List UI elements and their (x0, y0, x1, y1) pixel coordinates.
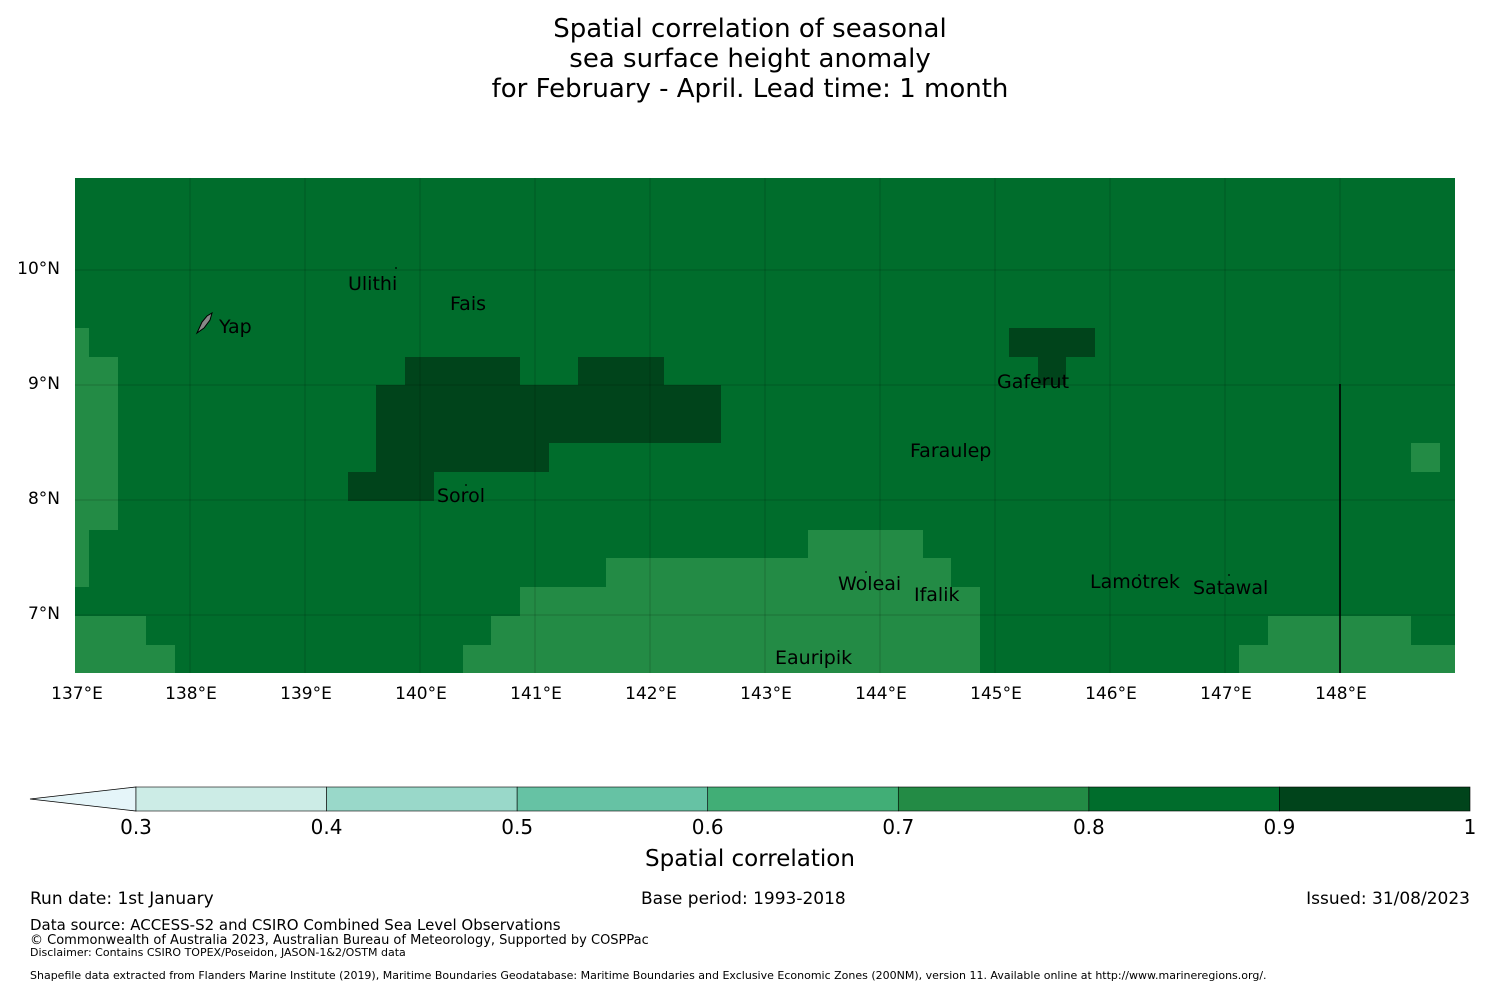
southwest-patch (75, 616, 175, 673)
lon-label-146e: 146°E (1085, 684, 1137, 704)
colorbar-segment (707, 786, 899, 812)
shapefile-credit: Shapefile data extracted from Flanders M… (30, 969, 1267, 982)
correlation-map (75, 178, 1455, 673)
issued-date: Issued: 31/08/2023 (1306, 889, 1470, 909)
lon-label-147e: 147°E (1200, 684, 1252, 704)
lon-label-142e: 142°E (625, 684, 677, 704)
place-satawal: Satawal (1193, 577, 1269, 599)
place-sorol: Sorol (437, 485, 485, 507)
colorbar-tick-label: 1 (1463, 815, 1477, 839)
map-gridlines (75, 178, 1455, 673)
dark-gaferut-patch (1009, 328, 1095, 385)
colorbar-extend-arrow (29, 786, 137, 812)
satawal-dot (1228, 574, 1230, 576)
place-ifalik: Ifalik (914, 584, 960, 606)
place-ulithi: Ulithi (348, 273, 398, 295)
colorbar-tick-label: 0.6 (691, 815, 724, 839)
place-lamotrek: Lamotrek (1090, 571, 1180, 593)
colorbar-bar (29, 786, 1471, 812)
woleai-dot (865, 571, 867, 573)
base-period: Base period: 1993-2018 (641, 889, 846, 909)
south-central-patch (463, 530, 980, 673)
lat-label-9n: 9°N (27, 374, 60, 394)
yap-island-shape (195, 311, 213, 335)
disclaimer: Disclaimer: Contains CSIRO TOPEX/Poseido… (30, 946, 406, 959)
colorbar-tick-label: 0.5 (501, 815, 534, 839)
colorbar-tick-label: 0.7 (882, 815, 915, 839)
colorbar-tick-label: 0.8 (1072, 815, 1105, 839)
dark-central-patch (348, 357, 721, 501)
correlation-cells (75, 328, 1455, 673)
southeast-patch (1239, 616, 1455, 673)
lat-label-8n: 8°N (27, 489, 60, 509)
island-markers (195, 267, 1230, 576)
title-line-2: sea surface height anomaly (569, 44, 931, 74)
lon-label-144e: 144°E (855, 684, 907, 704)
east-small-patch (1411, 443, 1440, 472)
sorol-dot (465, 484, 467, 486)
colorbar-tick-label: 0.3 (120, 815, 152, 839)
copyright-notice: © Commonwealth of Australia 2023, Austra… (30, 933, 649, 948)
lon-label-139e: 139°E (280, 684, 332, 704)
colorbar-segment (1088, 786, 1280, 812)
ulithi-dot (395, 267, 397, 269)
place-woleai: Woleai (838, 573, 902, 595)
colorbar-segment (326, 786, 518, 812)
lon-label-148e: 148°E (1315, 684, 1367, 704)
colorbar-title: Spatial correlation (645, 846, 855, 872)
lat-label-10n: 10°N (17, 259, 60, 279)
place-yap: Yap (219, 316, 252, 338)
place-eauripik: Eauripik (775, 647, 853, 669)
lamotrek-dot (1138, 574, 1140, 576)
lon-label-137e: 137°E (51, 684, 103, 704)
place-faraulep: Faraulep (910, 440, 992, 462)
colorbar-tick-label: 0.4 (310, 815, 343, 839)
data-source: Data source: ACCESS-S2 and CSIRO Combine… (30, 916, 561, 934)
title-line-1: Spatial correlation of seasonal (553, 14, 947, 44)
colorbar-segment (897, 786, 1090, 812)
title-line-3: for February - April. Lead time: 1 month (491, 74, 1009, 104)
colorbar-segment (1279, 786, 1471, 812)
lon-label-138e: 138°E (165, 684, 217, 704)
colorbar-tick-label: 0.9 (1263, 815, 1296, 839)
lon-label-145e: 145°E (970, 684, 1022, 704)
place-gaferut: Gaferut (997, 371, 1070, 393)
run-date: Run date: 1st January (30, 889, 214, 909)
place-fais: Fais (450, 293, 487, 315)
lon-label-141e: 141°E (510, 684, 562, 704)
colorbar-segment (516, 786, 709, 812)
west-edge-patch (75, 328, 118, 587)
lat-label-7n: 7°N (27, 604, 60, 624)
colorbar-segment (135, 786, 327, 812)
chart-title: Spatial correlation of seasonal sea surf… (0, 14, 1500, 104)
lon-label-140e: 140°E (395, 684, 447, 704)
lon-label-143e: 143°E (740, 684, 792, 704)
